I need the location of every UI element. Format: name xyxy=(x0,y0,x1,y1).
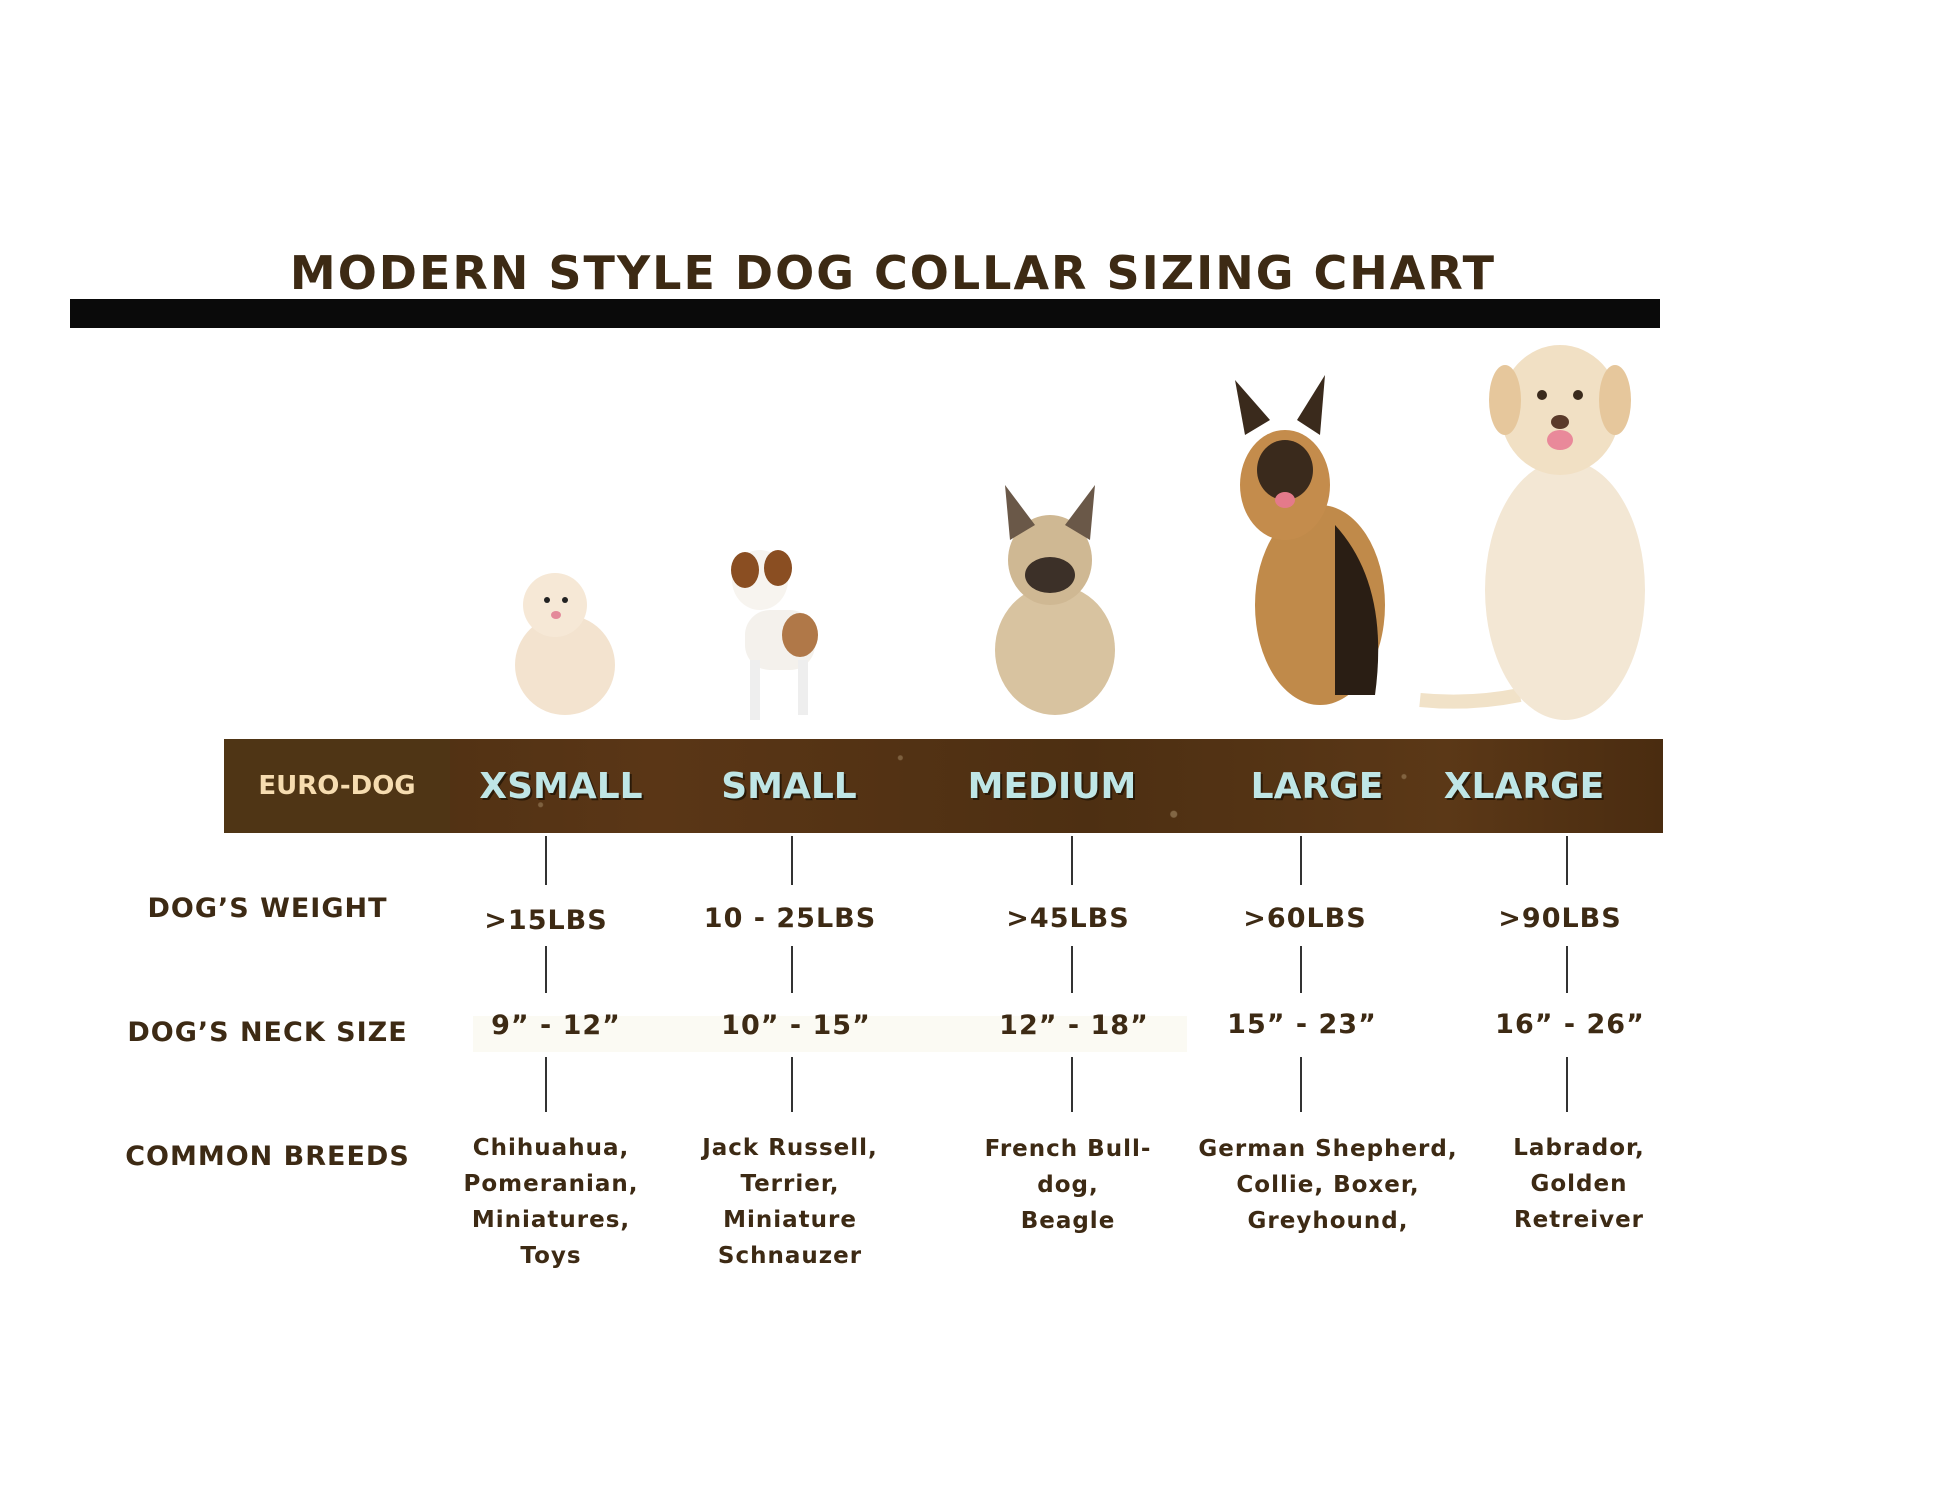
breed-line: Miniature xyxy=(723,1207,857,1233)
connector-line xyxy=(1566,946,1568,993)
neck-xlarge: 16” - 26” xyxy=(1495,1009,1645,1040)
neck-medium: 12” - 18” xyxy=(999,1010,1149,1041)
size-label-xlarge: XLARGE xyxy=(1443,765,1605,807)
connector-line xyxy=(1566,836,1568,885)
connector-line xyxy=(545,1057,547,1112)
breed-line: Chihuahua, xyxy=(472,1135,630,1161)
labrador-image xyxy=(1419,345,1645,720)
breeds-row-label: COMMON BREEDS xyxy=(125,1141,410,1172)
french-bulldog-image xyxy=(995,485,1115,715)
connector-line xyxy=(545,946,547,993)
neck-row-highlight xyxy=(473,1016,1187,1052)
weight-large: >60LBS xyxy=(1243,903,1367,934)
connector-line xyxy=(1300,836,1302,885)
neck-row-label: DOG’S NECK SIZE xyxy=(127,1017,408,1048)
breed-line: Jack Russell, xyxy=(702,1135,878,1161)
connector-line xyxy=(1071,946,1073,993)
size-label-large: LARGE xyxy=(1250,765,1384,807)
breed-line: Toys xyxy=(520,1243,582,1269)
breed-line: Miniatures, xyxy=(471,1207,631,1233)
title-rule xyxy=(70,299,1660,328)
breed-line: French Bull- xyxy=(984,1136,1152,1162)
connector-line xyxy=(791,946,793,993)
pomeranian-image xyxy=(515,573,615,715)
breeds-small: Jack Russell, Terrier, Miniature Schnauz… xyxy=(702,1130,878,1274)
breed-line: Golden xyxy=(1530,1171,1628,1197)
breed-line: Greyhound, xyxy=(1247,1208,1409,1234)
connector-line xyxy=(545,836,547,885)
weight-small: 10 - 25LBS xyxy=(703,903,877,934)
connector-line xyxy=(1300,1057,1302,1112)
connector-line xyxy=(1071,1057,1073,1112)
weight-xlarge: >90LBS xyxy=(1498,903,1622,934)
size-label-xsmall: XSMALL xyxy=(479,765,643,807)
connector-line xyxy=(791,1057,793,1112)
size-label-medium: MEDIUM xyxy=(967,765,1137,807)
breeds-large: German Shepherd, Collie, Boxer, Greyhoun… xyxy=(1198,1131,1457,1239)
weight-medium: >45LBS xyxy=(1006,903,1130,934)
weight-xsmall: >15LBS xyxy=(484,905,608,936)
chart-title: MODERN STYLE DOG COLLAR SIZING CHART xyxy=(289,246,1497,300)
breed-line: Retreiver xyxy=(1513,1207,1645,1233)
neck-small: 10” - 15” xyxy=(721,1010,871,1041)
connector-line xyxy=(1071,836,1073,885)
breeds-medium: French Bull- dog, Beagle xyxy=(985,1131,1152,1239)
breed-line: Labrador, xyxy=(1513,1135,1645,1161)
connector-line xyxy=(1300,946,1302,993)
size-label-small: SMALL xyxy=(721,765,857,807)
breed-line: Beagle xyxy=(1020,1208,1116,1234)
breeds-xlarge: Labrador, Golden Retreiver xyxy=(1513,1130,1644,1238)
breed-line: Pomeranian, xyxy=(463,1171,639,1197)
neck-xsmall: 9” - 12” xyxy=(491,1010,621,1041)
breed-line: dog, xyxy=(1037,1172,1099,1198)
weight-row-label: DOG’S WEIGHT xyxy=(147,893,388,924)
breed-line: Collie, Boxer, xyxy=(1236,1172,1420,1198)
brand-label: EURO-DOG xyxy=(224,739,450,833)
breeds-xsmall: Chihuahua, Pomeranian, Miniatures, Toys xyxy=(464,1130,639,1274)
connector-line xyxy=(791,836,793,885)
size-band: EURO-DOG XSMALL SMALL MEDIUM LARGE XLARG… xyxy=(224,739,1663,833)
breed-line: German Shepherd, xyxy=(1198,1136,1458,1162)
german-shepherd-image xyxy=(1235,375,1385,705)
jack-russell-image xyxy=(731,550,818,720)
connector-line xyxy=(1566,1057,1568,1112)
breed-line: Terrier, xyxy=(740,1171,840,1197)
neck-large: 15” - 23” xyxy=(1227,1009,1377,1040)
breed-line: Schnauzer xyxy=(717,1243,863,1269)
